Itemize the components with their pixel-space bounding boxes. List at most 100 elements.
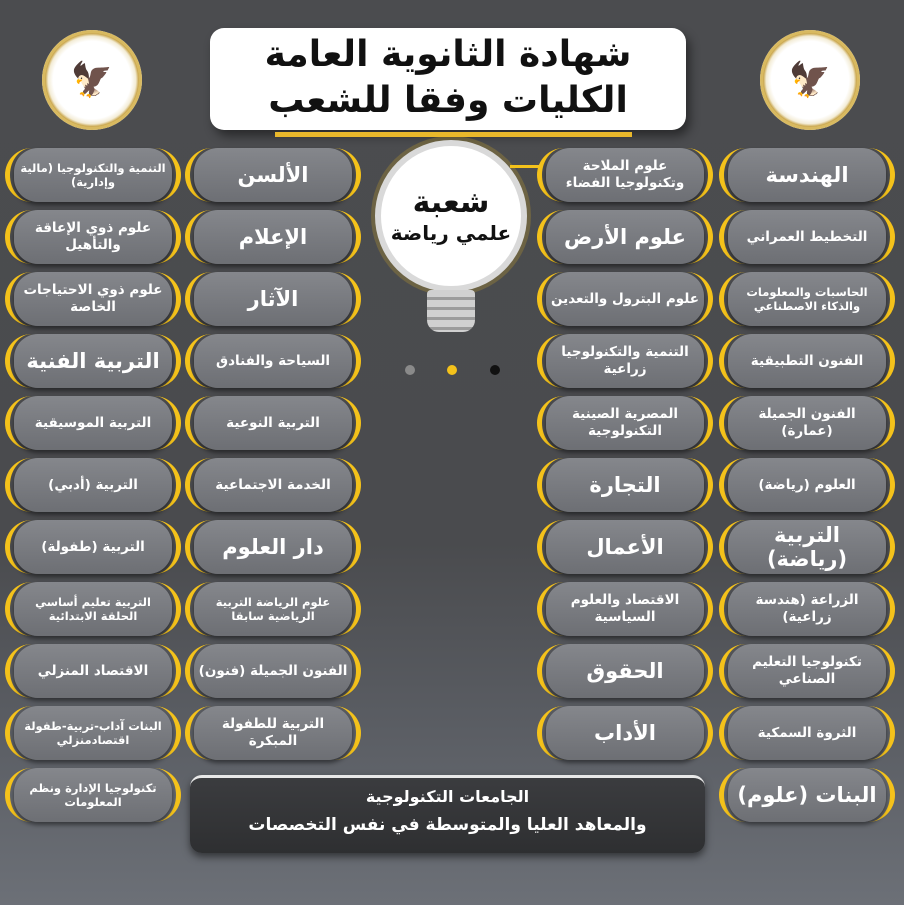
college-item: الأعمال: [537, 520, 713, 574]
college-label: تكنولوجيا الإدارة ونظم المعلومات: [14, 768, 172, 822]
college-item: الفنون الجميلة (عمارة): [719, 396, 895, 450]
title-underline: [275, 132, 632, 137]
college-item: التربية الفنية: [5, 334, 181, 388]
bulb-line-2: علمي رياضة: [390, 221, 512, 245]
college-item: الاقتصاد المنزلي: [5, 644, 181, 698]
college-item: الفنون التطبيقية: [719, 334, 895, 388]
title-line-2: الكليات وفقا للشعب: [268, 80, 628, 121]
bulb-line-1: شعبة: [412, 185, 490, 220]
dot-gray: [405, 365, 415, 375]
college-item: البنات (علوم): [719, 768, 895, 822]
education-ministry-logo: 🦅: [760, 30, 860, 130]
bulb-wire: [510, 165, 540, 168]
college-item: التربية (رياضة): [719, 520, 895, 574]
bottom-line-2: والمعاهد العليا والمتوسطة في نفس التخصصا…: [248, 815, 647, 835]
college-item: علوم الملاحة وتكنولوجيا الفضاء: [537, 148, 713, 202]
college-item: العلوم (رياضة): [719, 458, 895, 512]
dot-black: [490, 365, 500, 375]
college-item: التنمية والتكنولوجيا زراعية: [537, 334, 713, 388]
college-label: الآثار: [194, 272, 352, 326]
college-label: التنمية والتكنولوجيا (مالية وإدارية): [14, 148, 172, 202]
college-item: الفنون الجميلة (فنون): [185, 644, 361, 698]
college-label: العلوم (رياضة): [728, 458, 886, 512]
higher-education-ministry-logo: 🦅: [42, 30, 142, 130]
dot-yellow: [447, 365, 457, 375]
college-label: علوم البترول والتعدين: [546, 272, 704, 326]
college-label: التربية الموسيقية: [14, 396, 172, 450]
bulb-base: [427, 290, 475, 332]
college-label: التجارة: [546, 458, 704, 512]
college-label: الخدمة الاجتماعية: [194, 458, 352, 512]
college-label: تكنولوجيا التعليم الصناعي: [728, 644, 886, 698]
track-bulb: شعبة علمي رياضة: [375, 140, 527, 292]
college-item: الحاسبات والمعلومات والذكاء الاصطناعي: [719, 272, 895, 326]
college-label: الفنون التطبيقية: [728, 334, 886, 388]
college-label: الفنون الجميلة (فنون): [194, 644, 352, 698]
college-label: التنمية والتكنولوجيا زراعية: [546, 334, 704, 388]
college-item: الخدمة الاجتماعية: [185, 458, 361, 512]
college-label: الثروة السمكية: [728, 706, 886, 760]
college-item: البنات آداب-تربية-طفولة اقتصادمنزلي: [5, 706, 181, 760]
college-label: الاقتصاد والعلوم السياسية: [546, 582, 704, 636]
college-label: التربية (رياضة): [728, 520, 886, 574]
college-label: الحقوق: [546, 644, 704, 698]
college-label: السياحة والفنادق: [194, 334, 352, 388]
college-label: دار العلوم: [194, 520, 352, 574]
college-item: تكنولوجيا التعليم الصناعي: [719, 644, 895, 698]
college-label: علوم الأرض: [546, 210, 704, 264]
college-item: التربية للطفولة المبكرة: [185, 706, 361, 760]
college-label: الزراعة (هندسة زراعية): [728, 582, 886, 636]
technological-universities-box: الجامعات التكنولوجية والمعاهد العليا وال…: [190, 775, 705, 853]
college-item: التربية النوعية: [185, 396, 361, 450]
college-item: التربية (طفولة): [5, 520, 181, 574]
college-item: التنمية والتكنولوجيا (مالية وإدارية): [5, 148, 181, 202]
college-item: الثروة السمكية: [719, 706, 895, 760]
college-label: التربية للطفولة المبكرة: [194, 706, 352, 760]
college-label: الأعمال: [546, 520, 704, 574]
college-label: الاقتصاد المنزلي: [14, 644, 172, 698]
college-label: الإعلام: [194, 210, 352, 264]
college-item: التربية (أدبي): [5, 458, 181, 512]
eagle-emblem-icon: 🦅: [788, 60, 832, 100]
bottom-line-1: الجامعات التكنولوجية: [365, 787, 530, 806]
college-item: علوم الأرض: [537, 210, 713, 264]
college-item: الاقتصاد والعلوم السياسية: [537, 582, 713, 636]
college-item: الألسن: [185, 148, 361, 202]
college-item: الزراعة (هندسة زراعية): [719, 582, 895, 636]
college-item: الحقوق: [537, 644, 713, 698]
eagle-emblem-icon: 🦅: [70, 60, 114, 100]
college-label: التربية (أدبي): [14, 458, 172, 512]
college-item: التخطيط العمراني: [719, 210, 895, 264]
college-item: التربية تعليم أساسي الحلقة الابتدائية: [5, 582, 181, 636]
college-label: الهندسة: [728, 148, 886, 202]
college-item: التجارة: [537, 458, 713, 512]
college-item: الأداب: [537, 706, 713, 760]
college-label: الألسن: [194, 148, 352, 202]
college-item: تكنولوجيا الإدارة ونظم المعلومات: [5, 768, 181, 822]
college-label: الحاسبات والمعلومات والذكاء الاصطناعي: [728, 272, 886, 326]
college-item: الإعلام: [185, 210, 361, 264]
page-title: شهادة الثانوية العامة الكليات وفقا للشعب: [210, 28, 686, 130]
college-label: التربية الفنية: [14, 334, 172, 388]
college-item: علوم الرياضة التربية الرياضية سابقا: [185, 582, 361, 636]
college-label: التربية (طفولة): [14, 520, 172, 574]
title-line-1: شهادة الثانوية العامة: [264, 34, 632, 75]
college-label: علوم الرياضة التربية الرياضية سابقا: [194, 582, 352, 636]
college-item: التربية الموسيقية: [5, 396, 181, 450]
college-item: علوم ذوي الإعاقة والتأهيل: [5, 210, 181, 264]
college-label: علوم ذوي الاحتياجات الخاصة: [14, 272, 172, 326]
college-label: البنات آداب-تربية-طفولة اقتصادمنزلي: [14, 706, 172, 760]
college-label: التربية النوعية: [194, 396, 352, 450]
college-item: دار العلوم: [185, 520, 361, 574]
college-item: علوم ذوي الاحتياجات الخاصة: [5, 272, 181, 326]
college-label: البنات (علوم): [728, 768, 886, 822]
college-label: علوم ذوي الإعاقة والتأهيل: [14, 210, 172, 264]
college-item: علوم البترول والتعدين: [537, 272, 713, 326]
college-label: التخطيط العمراني: [728, 210, 886, 264]
college-item: الآثار: [185, 272, 361, 326]
college-label: الأداب: [546, 706, 704, 760]
college-item: السياحة والفنادق: [185, 334, 361, 388]
college-item: المصرية الصينية التكنولوجية: [537, 396, 713, 450]
college-label: المصرية الصينية التكنولوجية: [546, 396, 704, 450]
college-label: علوم الملاحة وتكنولوجيا الفضاء: [546, 148, 704, 202]
